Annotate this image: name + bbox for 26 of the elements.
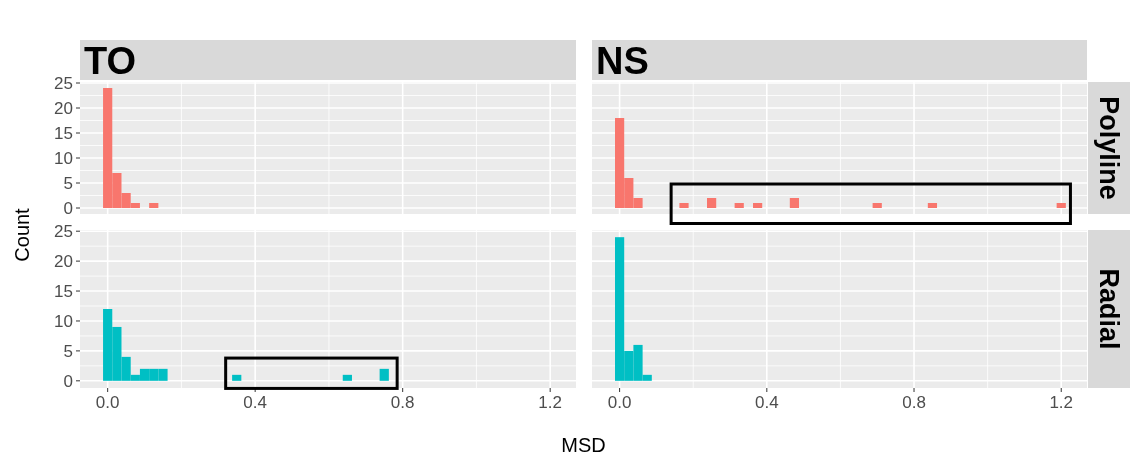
x-axis-title: MSD [561,434,606,456]
x-tick-label: 0.4 [754,393,779,412]
chart-title: TO [84,40,137,82]
y-tick-label: 0 [63,198,73,218]
y-tick-label: 0 [63,371,73,391]
x-tick-label: 0.4 [243,393,267,412]
y-tick-label: 15 [54,123,73,143]
x-tick-label: 0.0 [95,393,120,412]
x-tick-label: 0.0 [607,393,632,412]
text: Radial [1093,268,1124,350]
chart-title: NS [596,40,649,82]
text: Polyline [1093,96,1124,200]
y-axis-title: Count [11,207,33,262]
y-tick-label: 5 [63,173,73,193]
y-tick-label: 25 [54,73,73,93]
y-tick-label: 5 [63,341,73,361]
y-tick-label: 20 [54,98,73,118]
x-tick-label: 1.2 [1049,393,1074,412]
x-tick-label: 0.8 [390,393,415,412]
y-tick-label: 10 [54,148,73,168]
y-tick-label: 15 [54,282,73,301]
y-tick-label: 20 [54,252,73,272]
y-tick-label: 25 [54,222,73,242]
x-tick-label: 1.2 [538,393,563,412]
y-tick-label: 10 [54,311,73,331]
x-tick-label: 0.8 [902,393,926,412]
